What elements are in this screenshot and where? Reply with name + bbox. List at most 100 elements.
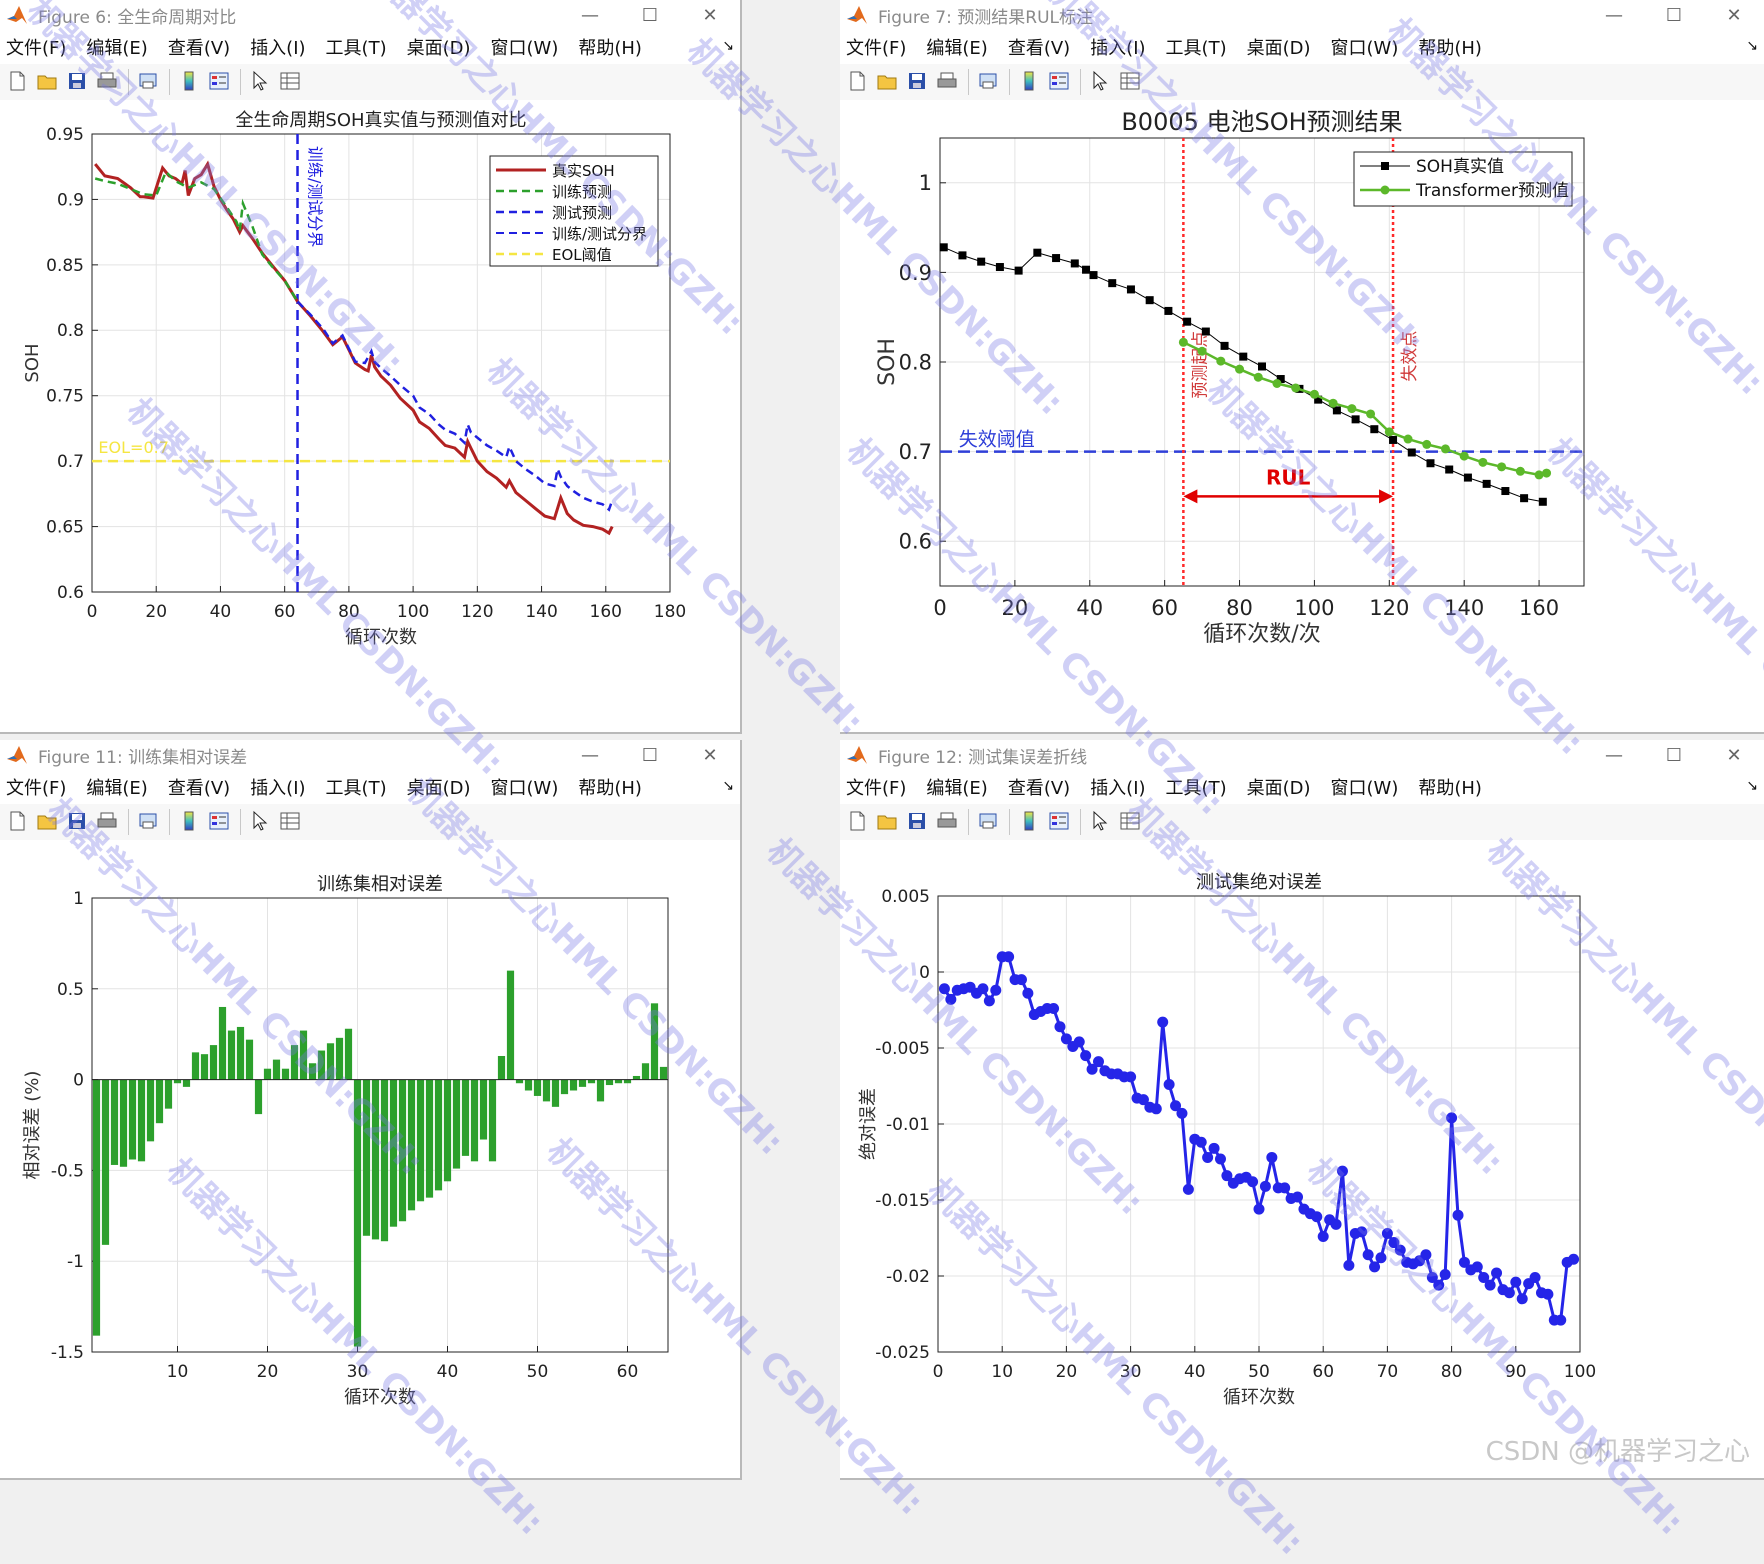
menu-item-1[interactable]: 编辑(E) — [86, 38, 148, 59]
menu-item-7[interactable]: 帮助(H) — [578, 38, 642, 59]
print-icon[interactable] — [96, 810, 120, 834]
menu-item-4[interactable]: 工具(T) — [325, 38, 387, 59]
menu-item-6[interactable]: 窗口(W) — [490, 38, 559, 59]
pointer-icon[interactable] — [249, 810, 273, 834]
close-button[interactable]: ✕ — [702, 744, 718, 766]
open-folder-icon[interactable] — [876, 810, 900, 834]
colorbar-icon[interactable] — [178, 810, 202, 834]
menu-item-6[interactable]: 窗口(W) — [1330, 38, 1399, 59]
minimize-button[interactable]: — — [1605, 4, 1623, 26]
rul-label: RUL — [1266, 465, 1311, 489]
open-folder-icon[interactable] — [36, 70, 60, 94]
open-folder-icon[interactable] — [36, 810, 60, 834]
bar — [578, 1079, 587, 1087]
new-file-icon[interactable] — [6, 70, 30, 94]
menu-item-3[interactable]: 插入(I) — [1090, 38, 1146, 59]
chart-fig12[interactable]: 0 10 20 30 40 50 60 70 80 90 100 -0.025 -0.02 -0.015 -… — [840, 840, 1764, 1478]
error-marker — [1086, 1063, 1098, 1075]
minimize-button[interactable]: — — [581, 744, 599, 766]
menu-item-2[interactable]: 查看(V) — [1007, 38, 1071, 59]
print-preview-icon[interactable] — [137, 70, 161, 94]
menu-item-5[interactable]: 桌面(D) — [406, 778, 471, 799]
print-icon[interactable] — [96, 70, 120, 94]
dock-arrow-icon[interactable]: ↘ — [1746, 778, 1758, 794]
menu-item-5[interactable]: 桌面(D) — [406, 38, 471, 59]
menu-item-2[interactable]: 查看(V) — [167, 778, 231, 799]
print-icon[interactable] — [936, 810, 960, 834]
menu-item-0[interactable]: 文件(F) — [846, 38, 907, 59]
legend-icon[interactable] — [208, 70, 232, 94]
menu-item-7[interactable]: 帮助(H) — [1418, 778, 1482, 799]
chart-fig7[interactable]: 0 20 40 60 80 100 120 140 160 0.6 0.7 0.8 0.9 1 B0005 … — [840, 100, 1764, 732]
pointer-icon[interactable] — [249, 70, 273, 94]
menu-item-1[interactable]: 编辑(E) — [926, 38, 988, 59]
menu-item-5[interactable]: 桌面(D) — [1246, 778, 1311, 799]
menu-item-7[interactable]: 帮助(H) — [578, 778, 642, 799]
menu-item-1[interactable]: 编辑(E) — [926, 778, 988, 799]
close-button[interactable]: ✕ — [1726, 4, 1742, 26]
menu-item-3[interactable]: 插入(I) — [250, 778, 306, 799]
pointer-icon[interactable] — [1089, 70, 1113, 94]
bar — [92, 1079, 101, 1336]
menu-item-3[interactable]: 插入(I) — [250, 38, 306, 59]
legend-icon[interactable] — [1048, 810, 1072, 834]
menu-item-3[interactable]: 插入(I) — [1090, 778, 1146, 799]
print-icon[interactable] — [936, 70, 960, 94]
menubar: 文件(F) 编辑(E) 查看(V) 插入(I) 工具(T) 桌面(D) 窗口(W) 帮助(H)… — [840, 770, 1764, 804]
property-inspector-icon[interactable] — [1119, 70, 1143, 94]
true-soh-marker — [1538, 497, 1547, 506]
maximize-button[interactable]: ☐ — [1665, 744, 1683, 766]
property-inspector-icon[interactable] — [1119, 810, 1143, 834]
menu-item-1[interactable]: 编辑(E) — [86, 778, 148, 799]
save-icon[interactable] — [906, 70, 930, 94]
colorbar-icon[interactable] — [1018, 70, 1042, 94]
print-preview-icon[interactable] — [977, 810, 1001, 834]
open-folder-icon[interactable] — [876, 70, 900, 94]
new-file-icon[interactable] — [846, 70, 870, 94]
titlebar[interactable]: Figure 6: 全生命周期对比 — ☐ ✕ — [0, 0, 740, 30]
chart-fig6[interactable]: 0 20 40 60 80 100 120 140 160 180 0.6 0.65 0.7 0.75 0.… — [0, 100, 740, 732]
pred-marker — [1440, 444, 1450, 454]
maximize-button[interactable]: ☐ — [641, 744, 659, 766]
menu-item-2[interactable]: 查看(V) — [167, 38, 231, 59]
titlebar[interactable]: Figure 11: 训练集相对误差 — ☐ ✕ — [0, 740, 740, 770]
menu-item-6[interactable]: 窗口(W) — [1330, 778, 1399, 799]
menu-item-6[interactable]: 窗口(W) — [490, 778, 559, 799]
save-icon[interactable] — [66, 810, 90, 834]
colorbar-icon[interactable] — [178, 70, 202, 94]
minimize-button[interactable]: — — [1605, 744, 1623, 766]
print-preview-icon[interactable] — [977, 70, 1001, 94]
colorbar-icon[interactable] — [1018, 810, 1042, 834]
menu-item-7[interactable]: 帮助(H) — [1418, 38, 1482, 59]
menu-item-4[interactable]: 工具(T) — [325, 778, 387, 799]
property-inspector-icon[interactable] — [279, 810, 303, 834]
menu-item-2[interactable]: 查看(V) — [1007, 778, 1071, 799]
minimize-button[interactable]: — — [581, 4, 599, 26]
menu-item-0[interactable]: 文件(F) — [6, 38, 67, 59]
legend-icon[interactable] — [1048, 70, 1072, 94]
maximize-button[interactable]: ☐ — [1665, 4, 1683, 26]
save-icon[interactable] — [66, 70, 90, 94]
dock-arrow-icon[interactable]: ↘ — [722, 778, 734, 794]
menu-item-5[interactable]: 桌面(D) — [1246, 38, 1311, 59]
dock-arrow-icon[interactable]: ↘ — [1746, 38, 1758, 54]
menu-item-0[interactable]: 文件(F) — [6, 778, 67, 799]
maximize-button[interactable]: ☐ — [641, 4, 659, 26]
menu-item-0[interactable]: 文件(F) — [846, 778, 907, 799]
save-icon[interactable] — [906, 810, 930, 834]
dock-arrow-icon[interactable]: ↘ — [722, 38, 734, 54]
close-button[interactable]: ✕ — [702, 4, 718, 26]
print-preview-icon[interactable] — [137, 810, 161, 834]
pointer-icon[interactable] — [1089, 810, 1113, 834]
menu-item-4[interactable]: 工具(T) — [1165, 38, 1227, 59]
titlebar[interactable]: Figure 7: 预测结果RUL标注 — ☐ ✕ — [840, 0, 1764, 30]
legend-icon[interactable] — [208, 810, 232, 834]
titlebar[interactable]: Figure 12: 测试集误差折线 — ☐ ✕ — [840, 740, 1764, 770]
plot-offset-group: 0 10 20 30 40 50 60 70 80 90 100 -0.025 -0.02 -0.015 -… — [858, 872, 1596, 1408]
new-file-icon[interactable] — [6, 810, 30, 834]
close-button[interactable]: ✕ — [1726, 744, 1742, 766]
property-inspector-icon[interactable] — [279, 70, 303, 94]
menu-item-4[interactable]: 工具(T) — [1165, 778, 1227, 799]
new-file-icon[interactable] — [846, 810, 870, 834]
